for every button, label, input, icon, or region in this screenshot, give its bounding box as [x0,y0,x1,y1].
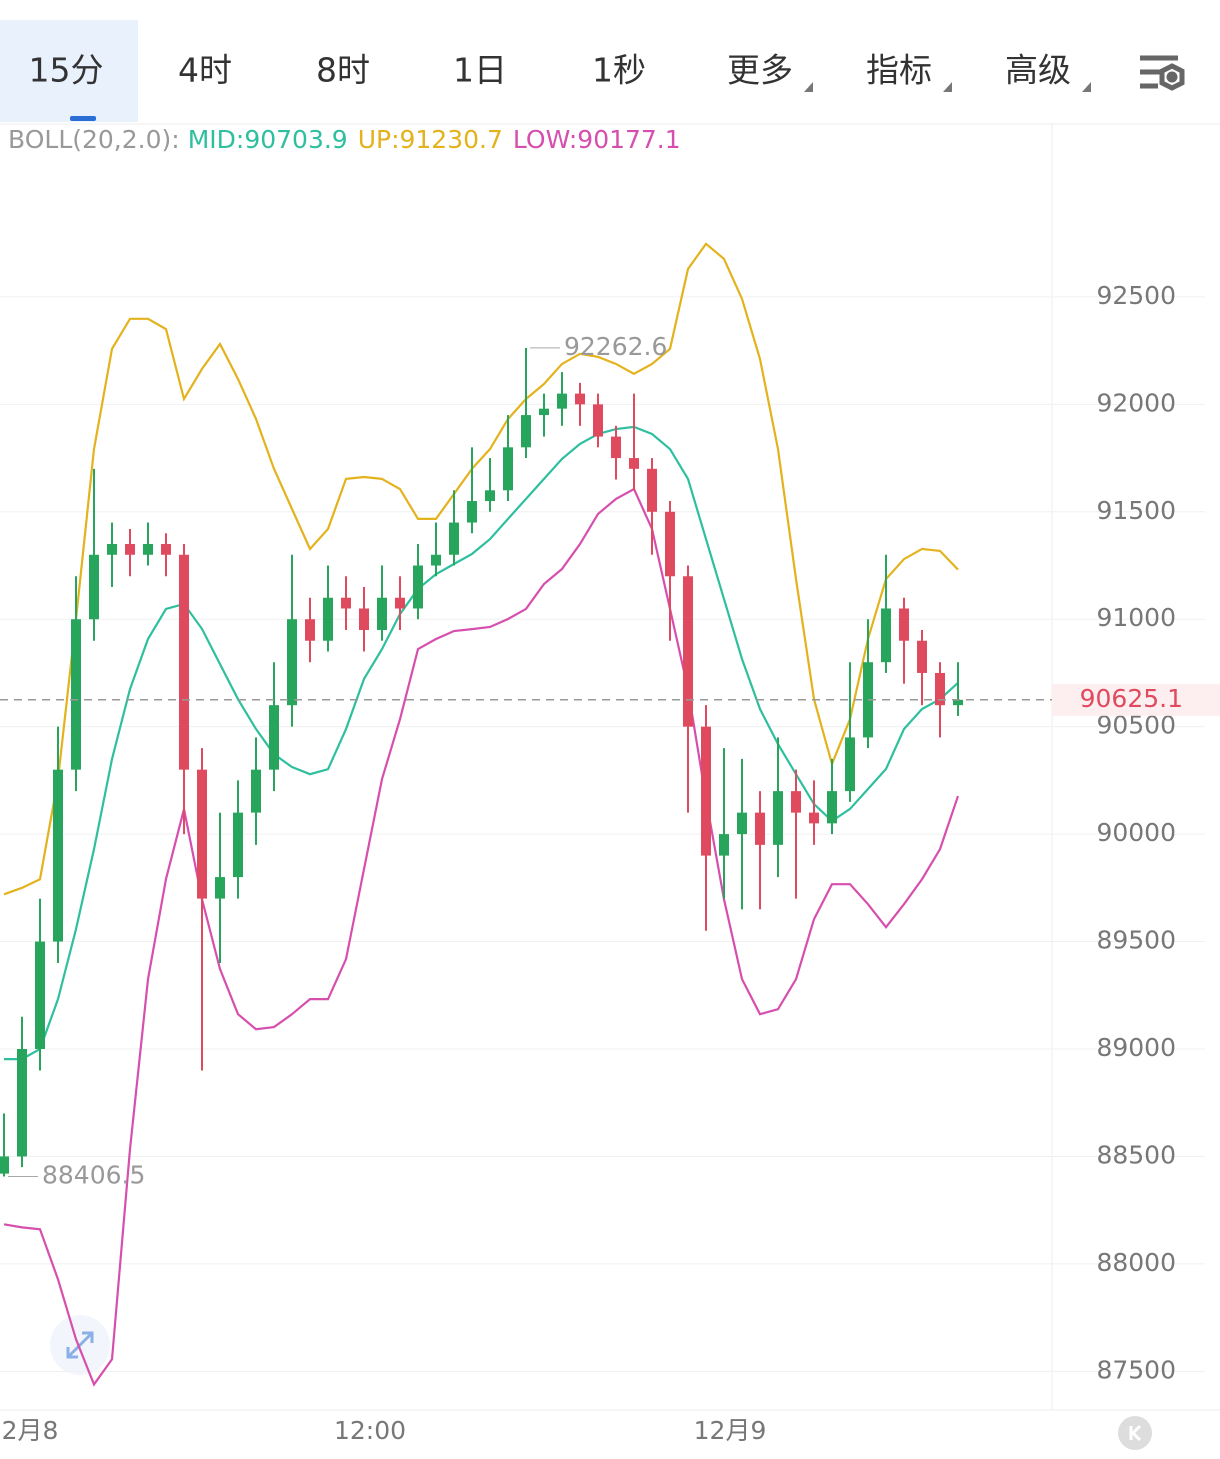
y-tick-label: 87500 [1096,1355,1176,1384]
candle-body [341,597,351,609]
min-label: 88406.5 [42,1161,145,1190]
candle-body [917,640,927,673]
y-tick-label: 89000 [1096,1033,1176,1062]
max-label: 92262.6 [564,332,667,361]
candle-body [935,672,945,706]
y-tick-label: 90000 [1096,818,1176,847]
expand-icon[interactable] [50,1315,110,1375]
candle-body [287,619,297,706]
last-price-label: 90625.1 [1080,684,1183,713]
candle-body [629,458,639,469]
active-tab-bg [0,20,138,122]
candle-body [35,941,45,1049]
candle-body [773,791,783,845]
x-tick-label: 12:00 [334,1416,406,1445]
candle-body [395,597,405,609]
indicator-label: BOLL(20,2.0): [8,125,180,154]
candle-body [503,447,513,491]
candle-body [611,436,621,459]
candle-body [557,393,567,409]
legend-entry: MID:90703.9 [188,125,348,154]
legend-entry: UP:91230.7 [358,125,503,154]
tab-label[interactable]: 4时 [178,51,232,90]
candle-body [71,619,81,770]
candle-body [521,415,531,448]
tab-label[interactable]: 1日 [453,51,507,90]
band-line [3,242,959,896]
candle-body [845,737,855,792]
candle-body [89,554,99,620]
candle-body [701,726,711,856]
candle-body [827,791,837,824]
candle-body [143,544,153,555]
legend-entry: LOW:90177.1 [513,125,681,154]
scroll-end-button[interactable] [1118,1416,1152,1450]
candle-body [125,544,135,555]
band-line [3,487,960,1387]
candle-body [683,576,693,727]
candle-body [449,522,459,555]
candle-body [899,608,909,641]
candle-body [485,490,495,502]
y-tick-label: 92500 [1096,281,1176,310]
candle-body [377,597,387,630]
candle-body [413,565,423,609]
candle-body [233,812,243,878]
settings-icon[interactable] [1140,55,1185,91]
band-line [4,425,959,1061]
candle-body [251,769,261,813]
candle-body [17,1048,27,1157]
candle-body [737,812,747,835]
dropdown-arrows [804,82,1091,92]
x-tick-label: 2月8 [2,1416,59,1445]
candle-body [215,877,225,899]
candle-body [0,1156,9,1174]
candle-body [161,544,171,555]
candle-body [197,769,207,899]
candle-body [791,791,801,813]
candle-body [575,393,585,405]
tab-label[interactable]: 更多 [727,51,793,90]
candle-body [593,404,603,437]
candle-body [323,597,333,641]
candle-body [269,705,279,770]
candle-body [53,769,63,942]
y-tick-label: 88000 [1096,1248,1176,1277]
candle-body [755,812,765,845]
candle-body [305,619,315,641]
tab-label[interactable]: 高级 [1005,51,1071,90]
candle-body [179,554,189,770]
y-tick-label: 88500 [1096,1140,1176,1169]
y-tick-label: 92000 [1096,388,1176,417]
candle-body [881,608,891,663]
candle-body [431,554,441,566]
candle-body [539,408,549,416]
x-tick-label: 12月9 [694,1416,767,1445]
candle-body [647,468,657,512]
tab-label[interactable]: 1秒 [592,51,646,90]
candle-body [467,501,477,523]
tab-label[interactable]: 指标 [866,51,932,90]
tab-label[interactable]: 8时 [316,51,370,90]
candle-body [665,511,675,577]
candle-body [953,699,963,706]
candle-body [719,834,729,856]
candle-body [809,812,819,824]
candle-body [359,608,369,630]
last-price-bg [1052,683,1220,716]
y-tick-label: 91000 [1096,603,1176,632]
active-tab-indicator [70,116,96,121]
y-tick-label: 89500 [1096,926,1176,955]
y-tick-label: 91500 [1096,496,1176,525]
tab-label[interactable]: 15分 [29,51,104,90]
candle-body [107,544,117,555]
